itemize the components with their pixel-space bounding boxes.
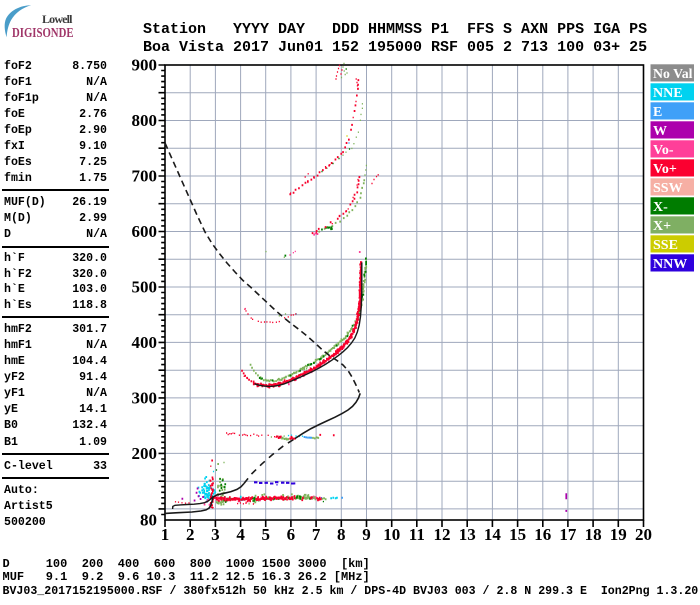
svg-text:12: 12 [434, 525, 451, 544]
svg-text:17: 17 [559, 525, 577, 544]
svg-text:5: 5 [261, 525, 270, 544]
svg-text:X+: X+ [653, 219, 671, 234]
svg-text:200: 200 [132, 444, 158, 463]
svg-text:DIGISONDE: DIGISONDE [12, 25, 74, 40]
svg-text:13: 13 [459, 525, 476, 544]
svg-text:Vo-: Vo- [653, 143, 674, 158]
svg-text:20: 20 [635, 525, 652, 544]
svg-text:14: 14 [484, 525, 502, 544]
svg-text:7: 7 [312, 525, 321, 544]
svg-text:SSW: SSW [653, 181, 683, 196]
svg-text:600: 600 [132, 222, 158, 241]
svg-text:X-: X- [653, 200, 668, 215]
svg-text:Lowell: Lowell [42, 12, 73, 26]
svg-text:700: 700 [132, 167, 158, 186]
svg-text:500: 500 [132, 278, 158, 297]
svg-text:W: W [653, 124, 667, 139]
svg-text:SSE: SSE [653, 238, 678, 253]
svg-text:1: 1 [161, 525, 170, 544]
svg-text:11: 11 [409, 525, 425, 544]
svg-text:Vo+: Vo+ [653, 162, 677, 177]
svg-text:No Val: No Val [653, 67, 693, 82]
svg-text:15: 15 [509, 525, 526, 544]
svg-text:9: 9 [362, 525, 371, 544]
svg-text:4: 4 [236, 525, 245, 544]
svg-text:10: 10 [383, 525, 400, 544]
svg-text:16: 16 [534, 525, 551, 544]
svg-text:19: 19 [610, 525, 627, 544]
svg-text:400: 400 [132, 333, 158, 352]
svg-text:800: 800 [132, 111, 158, 130]
svg-text:6: 6 [287, 525, 296, 544]
svg-text:8: 8 [337, 525, 346, 544]
svg-text:900: 900 [132, 56, 158, 75]
svg-text:NNE: NNE [653, 86, 683, 101]
svg-text:18: 18 [585, 525, 602, 544]
svg-text:NNW: NNW [653, 257, 687, 272]
svg-text:80: 80 [140, 511, 157, 530]
svg-text:E: E [653, 105, 662, 120]
svg-text:3: 3 [211, 525, 220, 544]
svg-text:2: 2 [186, 525, 195, 544]
svg-text:300: 300 [132, 388, 158, 407]
